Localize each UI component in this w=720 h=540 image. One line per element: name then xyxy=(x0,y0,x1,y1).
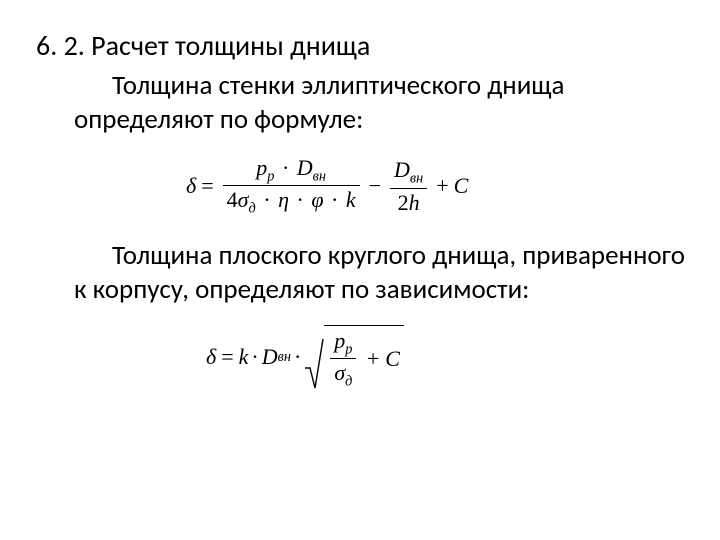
sym-dot-2: · xyxy=(261,187,272,212)
sym-D-sub: вн xyxy=(313,168,326,184)
sym-k-2: k xyxy=(239,344,249,370)
sym-eq-2: = xyxy=(216,344,238,370)
frac-2-den: 2h xyxy=(394,190,424,215)
sym-dot-5: · xyxy=(248,344,261,370)
sym-k: k xyxy=(346,187,356,212)
frac-2: Dвн 2h xyxy=(390,157,427,215)
formula-1: δ = pр · Dвн 4σд · η · φ · k xyxy=(186,155,468,218)
frac-1-bar xyxy=(223,185,360,186)
frac-1-num: pр · Dвн xyxy=(252,155,330,185)
sym-p-2: p xyxy=(334,328,345,353)
sym-plus: + xyxy=(431,173,453,199)
frac-3: pр σд xyxy=(330,328,356,391)
radical-icon xyxy=(304,325,324,391)
sym-sigma-sub: д xyxy=(249,201,256,217)
sym-D-2: D xyxy=(394,157,410,182)
sym-dot-3: · xyxy=(295,187,306,212)
radicand: pр σд + C xyxy=(324,325,404,391)
sym-p-sub: р xyxy=(267,168,274,184)
sym-minus: − xyxy=(364,173,386,199)
sym-D: D xyxy=(297,155,313,180)
sym-sigma-2: σ xyxy=(334,360,345,385)
sym-sigma: σ xyxy=(238,187,249,212)
sym-plus-2: + xyxy=(360,346,385,372)
sym-D-sub-2: вн xyxy=(410,170,423,186)
frac-3-bar xyxy=(330,358,356,359)
frac-2-num: Dвн xyxy=(390,157,427,187)
sym-D-3: D xyxy=(262,344,278,370)
sqrt: pр σд + C xyxy=(304,325,404,391)
formula-1-block: δ = pр · Dвн 4σд · η · φ · k xyxy=(36,155,688,218)
slide: 6. 2. Расчет толщины днища Толщина стенк… xyxy=(0,0,720,540)
paragraph-2: Толщина плоского круглого днища, приваре… xyxy=(36,239,688,307)
sym-h: h xyxy=(409,190,420,215)
sym-4: 4 xyxy=(227,187,238,212)
sym-D-sub-3: вн xyxy=(278,349,291,366)
sym-delta: δ xyxy=(186,173,196,199)
frac-3-num: pр xyxy=(330,328,356,358)
paragraph-1: Толщина стенки эллиптического днища опре… xyxy=(36,69,688,137)
sym-sigma-sub-2: д xyxy=(345,374,352,390)
sym-p: p xyxy=(256,155,267,180)
frac-2-bar xyxy=(390,188,427,189)
frac-3-den: σд xyxy=(330,360,356,390)
frac-1-den: 4σд · η · φ · k xyxy=(223,187,360,217)
section-heading: 6. 2. Расчет толщины днища xyxy=(36,28,688,63)
sym-C-2: C xyxy=(385,346,400,372)
sym-eta: η xyxy=(278,187,289,212)
sym-dot-4: · xyxy=(329,187,340,212)
sym-p-sub-2: р xyxy=(345,341,352,357)
frac-1: pр · Dвн 4σд · η · φ · k xyxy=(223,155,360,218)
sym-C: C xyxy=(454,173,469,199)
sym-dot: · xyxy=(280,155,291,180)
sym-dot-6: · xyxy=(291,344,304,370)
sym-2: 2 xyxy=(398,190,409,215)
formula-2-block: δ = k · Dвн · pр xyxy=(36,325,688,391)
sym-eq: = xyxy=(196,173,218,199)
sym-phi: φ xyxy=(311,187,323,212)
formula-2: δ = k · Dвн · pр xyxy=(206,325,404,391)
sym-delta-2: δ xyxy=(206,344,216,370)
